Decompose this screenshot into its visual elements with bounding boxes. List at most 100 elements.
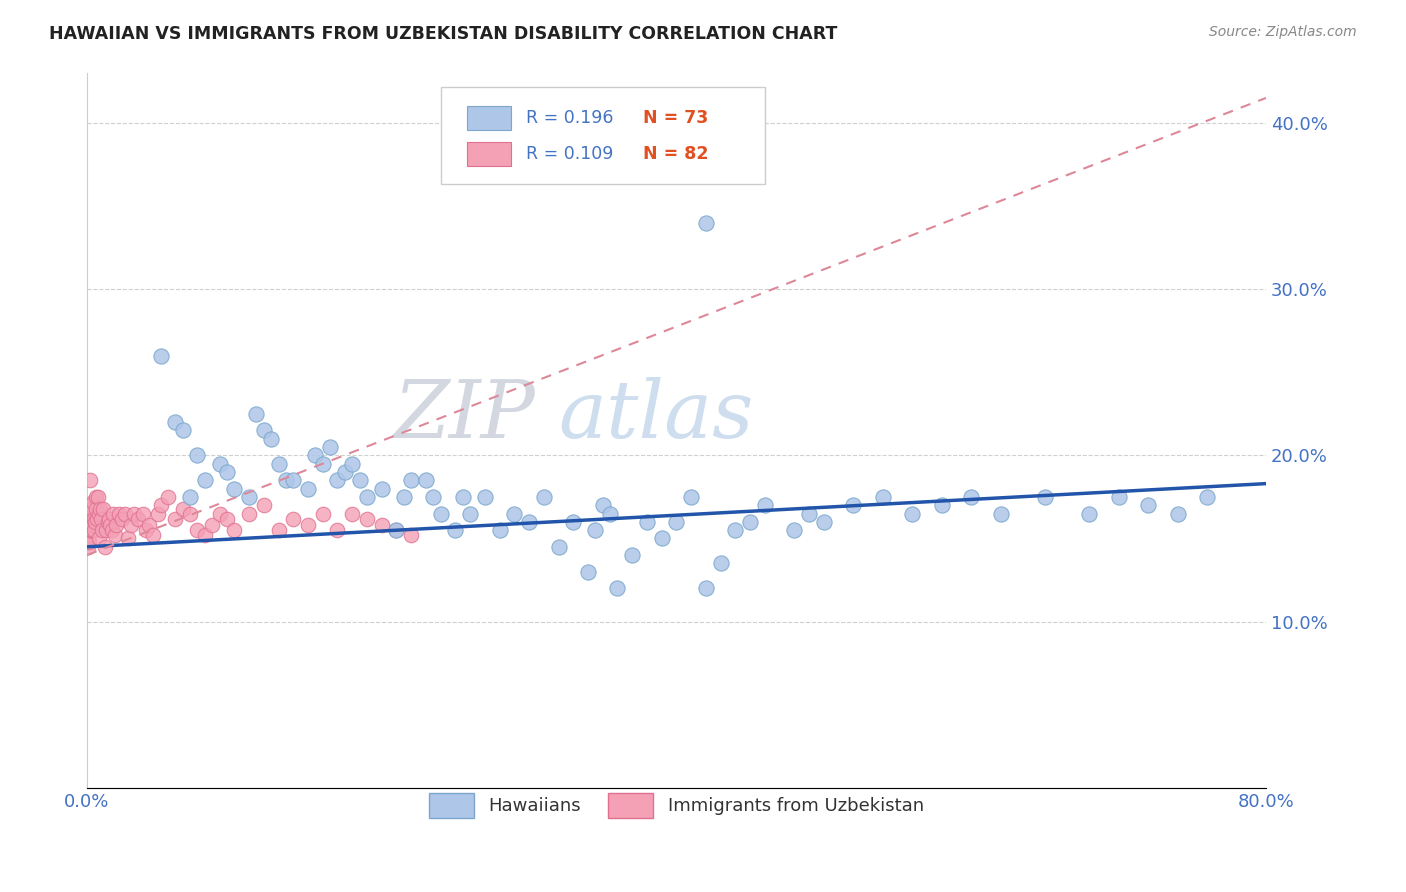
Text: R = 0.196: R = 0.196 bbox=[526, 109, 613, 127]
Point bbox=[1167, 507, 1189, 521]
Point bbox=[1078, 507, 1101, 521]
Point bbox=[89, 501, 111, 516]
Point bbox=[104, 528, 127, 542]
Point bbox=[297, 518, 319, 533]
Point bbox=[77, 534, 100, 549]
Point bbox=[77, 515, 100, 529]
Point bbox=[98, 511, 121, 525]
Point bbox=[83, 511, 105, 525]
Point bbox=[114, 507, 136, 521]
Point bbox=[444, 523, 467, 537]
Point bbox=[297, 482, 319, 496]
Point bbox=[238, 490, 260, 504]
Point bbox=[392, 490, 415, 504]
Point bbox=[283, 473, 305, 487]
Point bbox=[100, 518, 122, 533]
Point bbox=[76, 523, 98, 537]
Point bbox=[312, 507, 335, 521]
Point bbox=[267, 523, 290, 537]
Text: R = 0.109: R = 0.109 bbox=[526, 145, 613, 162]
Point bbox=[583, 523, 606, 537]
Point bbox=[79, 518, 101, 533]
Point bbox=[695, 582, 717, 596]
Point bbox=[105, 518, 128, 533]
Point bbox=[179, 490, 201, 504]
Point bbox=[179, 507, 201, 521]
Point bbox=[422, 490, 444, 504]
Point bbox=[636, 515, 658, 529]
Point bbox=[108, 507, 131, 521]
Point bbox=[990, 507, 1012, 521]
Point bbox=[79, 473, 101, 487]
Point bbox=[576, 565, 599, 579]
Text: ZIP: ZIP bbox=[394, 377, 534, 455]
Point bbox=[429, 507, 451, 521]
Point bbox=[356, 511, 378, 525]
Point bbox=[356, 490, 378, 504]
Point bbox=[80, 501, 103, 516]
Point bbox=[87, 490, 110, 504]
Point bbox=[91, 501, 114, 516]
Point bbox=[370, 482, 392, 496]
Point bbox=[842, 498, 865, 512]
Point bbox=[547, 540, 569, 554]
Point bbox=[592, 498, 614, 512]
Point bbox=[172, 424, 194, 438]
Point bbox=[370, 518, 392, 533]
FancyBboxPatch shape bbox=[440, 87, 765, 184]
Point bbox=[132, 507, 155, 521]
Point bbox=[76, 532, 98, 546]
Point bbox=[135, 523, 157, 537]
Point bbox=[208, 507, 231, 521]
Point bbox=[90, 511, 112, 525]
Point bbox=[103, 507, 125, 521]
Text: Source: ZipAtlas.com: Source: ZipAtlas.com bbox=[1209, 25, 1357, 39]
Point bbox=[415, 473, 437, 487]
Point bbox=[326, 523, 349, 537]
Point bbox=[93, 540, 115, 554]
Point bbox=[77, 528, 100, 542]
Point bbox=[149, 498, 172, 512]
Point bbox=[319, 440, 342, 454]
Point bbox=[165, 415, 187, 429]
Point bbox=[562, 515, 585, 529]
Point bbox=[1195, 490, 1218, 504]
Point bbox=[651, 532, 673, 546]
Point bbox=[474, 490, 496, 504]
Point bbox=[186, 523, 208, 537]
Point bbox=[83, 523, 105, 537]
Point bbox=[117, 532, 139, 546]
Point bbox=[76, 518, 98, 533]
Point bbox=[458, 507, 481, 521]
Point bbox=[621, 548, 644, 562]
Point bbox=[665, 515, 688, 529]
FancyBboxPatch shape bbox=[467, 142, 512, 166]
Point bbox=[340, 507, 363, 521]
Point bbox=[77, 511, 100, 525]
Point bbox=[872, 490, 894, 504]
Point bbox=[120, 518, 142, 533]
Point bbox=[82, 495, 104, 509]
Point bbox=[76, 511, 98, 525]
Text: HAWAIIAN VS IMMIGRANTS FROM UZBEKISTAN DISABILITY CORRELATION CHART: HAWAIIAN VS IMMIGRANTS FROM UZBEKISTAN D… bbox=[49, 25, 838, 43]
Point bbox=[245, 407, 267, 421]
Point bbox=[253, 498, 276, 512]
Point bbox=[349, 473, 371, 487]
Point bbox=[194, 528, 217, 542]
Text: N = 73: N = 73 bbox=[644, 109, 709, 127]
Point bbox=[503, 507, 526, 521]
Point bbox=[84, 490, 107, 504]
Point bbox=[312, 457, 335, 471]
Point bbox=[517, 515, 540, 529]
Point bbox=[740, 515, 762, 529]
Point bbox=[224, 482, 246, 496]
Point bbox=[224, 523, 246, 537]
Point bbox=[754, 498, 776, 512]
Point bbox=[101, 523, 124, 537]
Point bbox=[340, 457, 363, 471]
Point bbox=[77, 540, 100, 554]
Point bbox=[80, 507, 103, 521]
Point bbox=[253, 424, 276, 438]
Point bbox=[695, 216, 717, 230]
Point bbox=[1108, 490, 1130, 504]
